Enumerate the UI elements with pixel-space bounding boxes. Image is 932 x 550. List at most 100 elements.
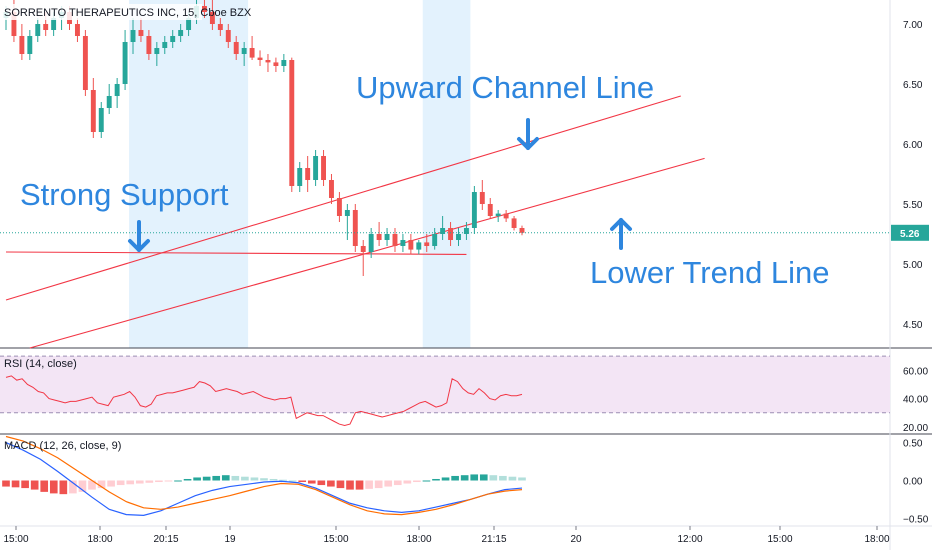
macd-tick-label: 0.50 xyxy=(903,439,923,450)
price-tick-label: 4.50 xyxy=(903,320,923,331)
candle-body xyxy=(495,213,501,216)
last-price-badge xyxy=(891,224,929,241)
candle-body xyxy=(106,96,112,108)
arrow-head xyxy=(610,218,632,231)
macd-histogram-bar xyxy=(221,475,230,481)
candle-body xyxy=(392,234,398,246)
macd-histogram-bar xyxy=(499,475,507,481)
annotation-text: Upward Channel Line xyxy=(356,70,654,105)
macd-histogram-bar xyxy=(355,480,364,490)
candle-body xyxy=(35,24,41,36)
candle xyxy=(432,228,438,250)
candle-body xyxy=(376,234,382,240)
macd-histogram-bar xyxy=(164,480,173,482)
trend-line-support xyxy=(5,251,467,255)
candle-body xyxy=(448,228,454,240)
annotation-arrow-icon xyxy=(517,118,539,150)
macd-line-macd xyxy=(5,442,523,516)
rsi-title: RSI (14, close) xyxy=(4,358,77,370)
macd-histogram-bar xyxy=(30,480,39,490)
candle-body xyxy=(146,36,152,54)
candle-body xyxy=(74,24,80,36)
candle xyxy=(122,30,128,90)
macd-histogram-bar xyxy=(69,480,77,494)
candle xyxy=(225,24,231,48)
candle xyxy=(408,234,414,255)
annotation-arrow-icon xyxy=(128,220,150,252)
candle xyxy=(297,162,303,192)
macd-histogram-bar xyxy=(307,480,316,484)
last-price-label: 5.26 xyxy=(900,229,920,240)
candle-body xyxy=(519,228,525,233)
macd-title: MACD (12, 26, close, 9) xyxy=(4,440,121,452)
candle-body xyxy=(313,156,319,180)
candle-body xyxy=(511,218,517,228)
candle-body xyxy=(130,30,136,42)
candle xyxy=(154,42,160,66)
macd-histogram-bar xyxy=(269,478,278,481)
candle xyxy=(463,222,469,240)
macd-histogram-bar xyxy=(336,480,345,489)
macd-histogram-bar xyxy=(193,477,201,481)
candle-body xyxy=(249,48,255,58)
time-tick-label: 18:00 xyxy=(406,534,431,545)
macd-histogram-bar xyxy=(384,480,393,487)
trend-line-lower-channel xyxy=(29,157,705,349)
candle-body xyxy=(154,48,160,54)
candle-body xyxy=(368,234,374,252)
candle xyxy=(178,24,184,42)
macd-histogram-bar xyxy=(432,478,440,481)
candle-body xyxy=(225,30,231,42)
candle-body xyxy=(336,198,342,216)
annotation-text: Strong Support xyxy=(20,177,229,212)
candle xyxy=(217,18,223,36)
macd-tick-label: −0.50 xyxy=(903,514,929,525)
candle xyxy=(27,30,33,60)
macd-histogram-bar xyxy=(413,480,421,483)
macd-histogram-bar xyxy=(212,475,221,481)
candle xyxy=(360,240,366,276)
candle xyxy=(257,50,263,66)
macd-histogram-bar xyxy=(327,480,335,487)
candle xyxy=(448,222,454,246)
candle xyxy=(384,228,390,246)
candle xyxy=(90,78,96,138)
candle xyxy=(138,18,144,42)
candle xyxy=(321,150,326,186)
macd-histogram-bar xyxy=(441,477,450,481)
candle-body xyxy=(202,6,207,12)
candle xyxy=(400,234,406,252)
candle xyxy=(368,228,374,258)
macd-histogram-bar xyxy=(2,480,10,487)
candle xyxy=(202,0,207,18)
candle xyxy=(352,204,358,252)
macd-histogram-bar xyxy=(279,479,287,481)
candle-body xyxy=(344,210,350,216)
time-tick-label: 20 xyxy=(570,534,582,545)
macd-histogram-bar xyxy=(451,475,459,481)
candle xyxy=(74,18,80,42)
candle xyxy=(305,156,311,192)
macd-histogram-bar xyxy=(508,476,517,481)
candle xyxy=(495,210,501,222)
candle xyxy=(281,54,287,72)
candle xyxy=(456,228,461,246)
rsi-tick-label: 20.00 xyxy=(903,423,928,434)
macd-histogram-bar xyxy=(97,480,106,489)
time-tick-label: 15:00 xyxy=(3,534,28,545)
session-highlight xyxy=(422,0,471,348)
candle xyxy=(130,18,136,54)
candle-body xyxy=(217,24,223,30)
macd-histogram-bar xyxy=(479,474,488,481)
candle xyxy=(329,174,334,204)
candle xyxy=(313,150,319,186)
price-tick-label: 6.50 xyxy=(903,80,923,91)
rsi-tick-label: 40.00 xyxy=(903,395,928,406)
macd-histogram-bar xyxy=(250,477,259,481)
macd-histogram-bar xyxy=(107,480,115,487)
candle-body xyxy=(98,108,104,132)
macd-histogram-bar xyxy=(183,478,192,481)
candle-body xyxy=(471,192,477,228)
annotation-arrow-icon xyxy=(610,218,632,250)
